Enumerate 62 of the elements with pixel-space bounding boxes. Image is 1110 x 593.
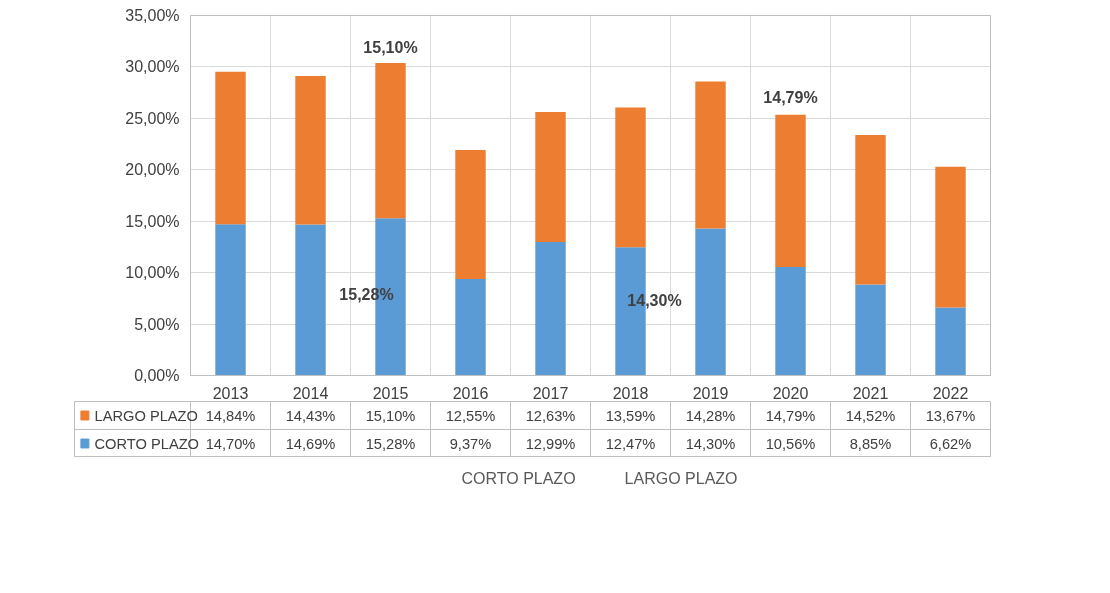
data-label: 14,84% (205, 407, 256, 424)
bar (295, 75, 326, 225)
data-label: 14,69% (285, 435, 336, 452)
annotation: 15,10% (363, 38, 418, 56)
x-tick-label: 2022 (932, 384, 969, 402)
bar (215, 71, 246, 225)
data-label: 15,10% (365, 407, 416, 424)
text: LARGO PLAZO (624, 470, 738, 487)
data-label: 12,55% (445, 407, 496, 424)
bar (535, 111, 566, 242)
text: CORTO PLAZO (461, 470, 576, 487)
x-tick-label: 2017 (532, 384, 569, 402)
data-label: 10,56% (765, 435, 816, 452)
data-label: 13,59% (605, 407, 656, 424)
x-tick-label: 2013 (212, 384, 249, 402)
data-label: 9,37% (449, 435, 492, 452)
legend-label: LARGO PLAZO (94, 407, 198, 424)
y-tick-label: 35,00% (125, 7, 180, 24)
legend-label: CORTO PLAZO (94, 435, 200, 452)
bar (535, 241, 566, 376)
x-tick-label: 2018 (612, 384, 649, 402)
data-label: 12,47% (605, 435, 656, 452)
data-label: 14,43% (285, 407, 336, 424)
data-label: 13,67% (925, 407, 976, 424)
x-tick-label: 2016 (452, 384, 489, 402)
bar (935, 307, 966, 376)
y-tick-label: 25,00% (125, 109, 180, 127)
y-tick-label: 5,00% (134, 315, 180, 333)
data-label: 14,70% (205, 435, 256, 452)
y-tick-label: 20,00% (125, 161, 180, 179)
bar (855, 135, 886, 285)
data-label: 14,28% (685, 407, 736, 424)
data-label: 14,52% (845, 407, 896, 424)
bar (375, 63, 406, 219)
bar (935, 166, 966, 308)
y-tick-label: 0,00% (134, 367, 180, 384)
bar (615, 107, 646, 248)
bar (695, 81, 726, 229)
x-tick-label: 2015 (372, 384, 409, 402)
x-tick-label: 2019 (692, 384, 729, 402)
y-tick-label: 15,00% (125, 212, 180, 230)
bar (775, 114, 806, 267)
data-label: 12,99% (525, 435, 576, 452)
bar (695, 228, 726, 376)
data-label: 6,62% (929, 435, 972, 452)
annotation: 14,79% (763, 89, 818, 107)
data-label: 12,63% (525, 407, 576, 424)
x-tick-label: 2014 (292, 384, 329, 402)
bar (855, 284, 886, 376)
data-label: 14,79% (765, 407, 816, 424)
x-tick-label: 2021 (852, 384, 889, 402)
bar (215, 224, 246, 376)
y-tick-label: 10,00% (125, 264, 180, 282)
bar (775, 266, 806, 376)
bar (455, 279, 486, 376)
data-label: 8,85% (849, 435, 892, 452)
y-tick-label: 30,00% (125, 58, 180, 76)
x-tick-label: 2020 (772, 384, 809, 402)
data-label: 15,28% (365, 435, 416, 452)
data-label: 14,30% (685, 435, 736, 452)
bar (295, 224, 326, 376)
bar (455, 150, 486, 280)
